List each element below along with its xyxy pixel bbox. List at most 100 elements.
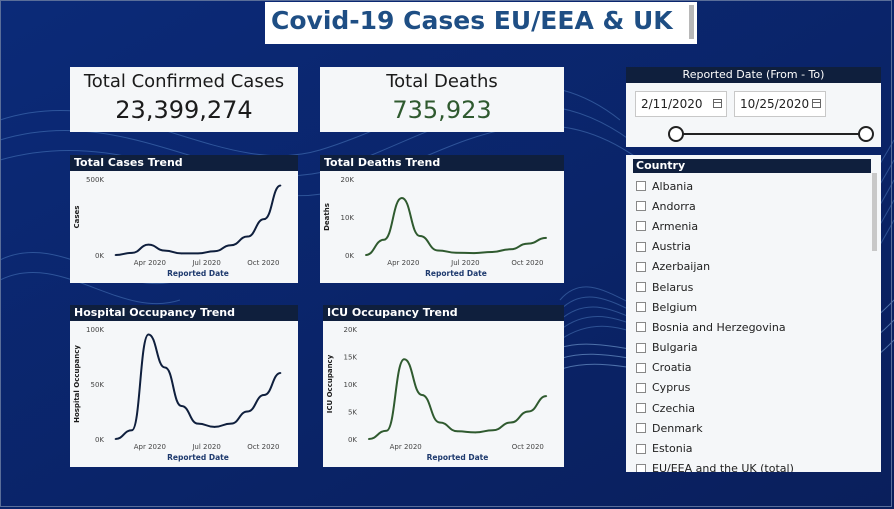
y-axis-label: Hospital Occupancy [73, 345, 81, 423]
data-point [509, 248, 511, 251]
calendar-icon[interactable] [812, 99, 821, 108]
data-point [367, 438, 370, 440]
country-scrollbar[interactable] [872, 173, 877, 251]
total-cases-chart[interactable]: Total Cases Trend 0K 500K Apr 2020 Jul 2020… [70, 155, 298, 283]
date-to-input[interactable]: 10/25/2020 [734, 91, 826, 117]
checkbox[interactable] [636, 282, 646, 293]
country-label: Estonia [652, 442, 693, 456]
country-item[interactable]: Andorra [636, 196, 876, 216]
data-point [263, 394, 265, 396]
y-tick-label: 0K [95, 436, 104, 444]
checkbox[interactable] [636, 382, 646, 393]
data-point [197, 422, 199, 425]
country-item[interactable]: Cyprus [636, 378, 876, 398]
kpi-confirmed-card: Total Confirmed Cases 23,399,274 [70, 67, 298, 132]
data-point [246, 235, 249, 238]
hospital-occupancy-chart[interactable]: Hospital Occupancy Trend 0K 50K 100K Apr 20… [70, 305, 298, 467]
country-slicer: Country Albania Andorra Armenia Austria Azer… [626, 155, 881, 472]
country-item[interactable]: Estonia [636, 438, 876, 458]
country-label: Denmark [652, 421, 703, 435]
chart-title: Total Cases Trend [70, 155, 298, 171]
date-end-handle[interactable] [858, 126, 874, 142]
x-tick-label: Apr 2020 [134, 443, 166, 451]
data-point [114, 254, 117, 256]
country-item[interactable]: Armenia [636, 216, 876, 236]
country-item[interactable]: Croatia [636, 358, 876, 378]
checkbox[interactable] [636, 322, 646, 333]
x-tick-label: Oct 2020 [247, 443, 279, 451]
data-point [509, 421, 512, 424]
chart-title: Hospital Occupancy Trend [70, 305, 298, 321]
checkbox[interactable] [636, 362, 646, 373]
data-point [419, 235, 421, 237]
checkbox[interactable] [636, 302, 646, 313]
data-point [527, 410, 530, 413]
country-item[interactable]: EU/EEA and the UK (total) [636, 459, 876, 472]
data-point [492, 429, 494, 431]
country-label: Andorra [652, 199, 696, 213]
date-slicer-title: Reported Date (From - To) [626, 67, 881, 83]
title-scrollbar[interactable] [689, 5, 694, 39]
total-cases-plot: 0K 500K Apr 2020 Jul 2020 Oct 2020 Reported D… [73, 176, 282, 278]
checkbox[interactable] [636, 261, 646, 272]
country-item[interactable]: Bulgaria [636, 338, 876, 358]
y-tick-label: 50K [91, 381, 105, 389]
kpi-confirmed-label: Total Confirmed Cases [83, 71, 285, 92]
x-axis-label: Reported Date [167, 269, 229, 278]
data-point [164, 249, 166, 252]
country-label: Croatia [652, 361, 692, 375]
data-point [491, 251, 493, 253]
icu-occupancy-chart[interactable]: ICU Occupancy Trend 0K 5K 10K 15K 20K Apr 202… [323, 305, 564, 467]
country-item[interactable]: Bosnia and Herzegovina [636, 317, 876, 337]
data-point [545, 395, 548, 397]
data-point [197, 252, 199, 255]
country-item[interactable]: Albania [636, 176, 876, 196]
x-tick-label: Oct 2020 [247, 259, 279, 267]
country-item[interactable]: Belgium [636, 297, 876, 317]
country-item[interactable]: Belarus [636, 277, 876, 297]
y-tick-label: 20K [341, 176, 355, 184]
checkbox[interactable] [636, 221, 646, 232]
calendar-icon[interactable] [713, 99, 722, 108]
checkbox[interactable] [636, 423, 646, 434]
data-point [230, 244, 232, 247]
country-label: Belgium [652, 300, 698, 314]
data-point [230, 422, 232, 425]
checkbox[interactable] [636, 342, 646, 353]
country-label: Bulgaria [652, 341, 698, 355]
total-deaths-plot: 0K 10K 20K Apr 2020 Jul 2020 Oct 2020 Reported… [323, 176, 548, 278]
y-tick-label: 100K [86, 326, 104, 334]
country-slicer-title: Country [633, 159, 871, 173]
country-item[interactable]: Czechia [636, 398, 876, 418]
data-point [246, 410, 249, 413]
checkbox[interactable] [636, 403, 646, 414]
data-point [438, 421, 441, 424]
date-range-track[interactable] [676, 133, 866, 135]
data-point [180, 252, 183, 255]
checkbox[interactable] [636, 463, 646, 472]
date-start-handle[interactable] [668, 126, 684, 142]
checkbox[interactable] [636, 241, 646, 252]
chart-title: Total Deaths Trend [320, 155, 564, 171]
total-deaths-chart[interactable]: Total Deaths Trend 0K 10K 20K Apr 2020 Jul 2… [320, 155, 564, 283]
y-tick-label: 500K [86, 176, 104, 184]
checkbox[interactable] [636, 201, 646, 212]
data-point [473, 252, 475, 254]
data-point [263, 218, 265, 220]
hospital-occupancy-plot: 0K 50K 100K Apr 2020 Jul 2020 Oct 2020 Reporte… [73, 326, 282, 462]
x-tick-label: Jul 2020 [450, 259, 480, 267]
kpi-deaths-label: Total Deaths [386, 71, 498, 92]
y-tick-label: 5K [348, 409, 357, 417]
checkbox[interactable] [636, 181, 646, 192]
x-tick-label: Apr 2020 [390, 443, 422, 451]
series-line [368, 358, 547, 440]
country-item[interactable]: Austria [636, 237, 876, 257]
country-label: Cyprus [652, 381, 691, 395]
data-point [279, 184, 282, 187]
checkbox[interactable] [636, 443, 646, 454]
country-item[interactable]: Azerbaijan [636, 257, 876, 277]
data-point [527, 242, 529, 245]
country-item[interactable]: Denmark [636, 418, 876, 438]
country-label: Czechia [652, 401, 696, 415]
date-from-input[interactable]: 2/11/2020 [635, 91, 727, 117]
